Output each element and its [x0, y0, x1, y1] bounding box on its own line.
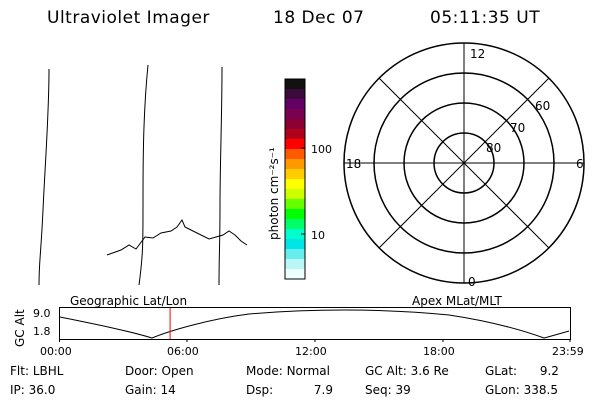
status-dsp: Dsp: 7.9 [246, 383, 333, 397]
orbit-right-title: Apex MLat/MLT [412, 294, 502, 308]
geo-line-1 [38, 68, 50, 286]
colorbar-cell [285, 219, 305, 230]
orbit-xtick-0000: 00:00 [40, 345, 72, 358]
status-door: Door: Open [125, 364, 194, 378]
orbit-ytick-9: 9.0 [33, 307, 51, 320]
svg-text:GC Alt: GC Alt [13, 309, 27, 347]
mlt-label-6: 6 [576, 157, 584, 171]
orbit-ytick-1-8: 1.8 [33, 325, 51, 338]
status-ip: IP: 36.0 [10, 383, 56, 397]
orbit-xtick-1800: 18:00 [423, 345, 455, 358]
mlt-label-12: 12 [470, 47, 485, 61]
colorbar-cell [285, 109, 305, 120]
colorbar-cell [285, 229, 305, 240]
colorbar-cell [285, 189, 305, 200]
colorbar-cell [285, 119, 305, 130]
colorbar-cell [285, 169, 305, 180]
status-gc-alt: GC Alt: 3.6 Re [365, 364, 449, 378]
orbit-altitude-curve [59, 309, 570, 339]
orbit-left-title: Geographic Lat/Lon [70, 294, 188, 308]
status-gain: Gain: 14 [125, 383, 176, 397]
orbit-x-ticks [59, 339, 571, 342]
colorbar: photon cm⁻²s⁻¹ [267, 78, 306, 280]
colorbar-cell [285, 129, 305, 140]
status-mode: Mode: Normal [246, 364, 330, 378]
colorbar-cell [285, 259, 305, 270]
colorbar-cell [285, 89, 305, 100]
status-flt: Flt: LBHL [10, 364, 64, 378]
geo-line-3 [218, 66, 223, 286]
colorbar-cell [285, 269, 305, 280]
colorbar-cell [285, 79, 305, 90]
status-glon: GLon: 338.5 [485, 383, 558, 397]
geo-line-2 [138, 64, 149, 286]
mlt-label-0: 0 [468, 275, 476, 289]
lat-label-80: 80 [486, 141, 501, 155]
colorbar-cell [285, 99, 305, 110]
orbit-plot [59, 307, 571, 342]
colorbar-cell [285, 159, 305, 170]
colorbar-cell [285, 209, 305, 220]
colorbar-cell [285, 179, 305, 190]
colorbar-cell [285, 139, 305, 150]
lat-label-70: 70 [510, 121, 525, 135]
geographic-lines-panel [38, 64, 248, 286]
colorbar-cells [285, 79, 305, 280]
colorbar-cell [285, 149, 305, 160]
time-label: 05:11:35 UT [430, 8, 541, 28]
lat-label-60: 60 [535, 99, 550, 113]
colorbar-cell [285, 249, 305, 260]
colorbar-cell [285, 199, 305, 210]
status-glat: GLat: 9.2 [485, 364, 559, 378]
colorbar-tick-label-10: 10 [311, 229, 325, 242]
status-seq: Seq: 39 [365, 383, 411, 397]
colorbar-frame [284, 78, 306, 280]
orbit-axis-label: GC Alt [13, 309, 27, 347]
orbit-xtick-2359: 23:59 [552, 345, 584, 358]
colorbar-unit-label: photon cm⁻²s⁻¹ [267, 147, 281, 240]
polar-diag-2 [378, 77, 550, 249]
orbit-xtick-0600: 06:00 [167, 345, 199, 358]
instrument-title: Ultraviolet Imager [47, 8, 210, 28]
polar-grid: 12 18 6 0 60 70 80 [343, 42, 585, 289]
colorbar-tick-label-100: 100 [311, 143, 332, 156]
orbit-xtick-1200: 12:00 [295, 345, 327, 358]
mlt-label-18: 18 [346, 157, 361, 171]
colorbar-cell [285, 239, 305, 250]
date-label: 18 Dec 07 [273, 8, 365, 28]
geo-line-4 [106, 218, 248, 256]
